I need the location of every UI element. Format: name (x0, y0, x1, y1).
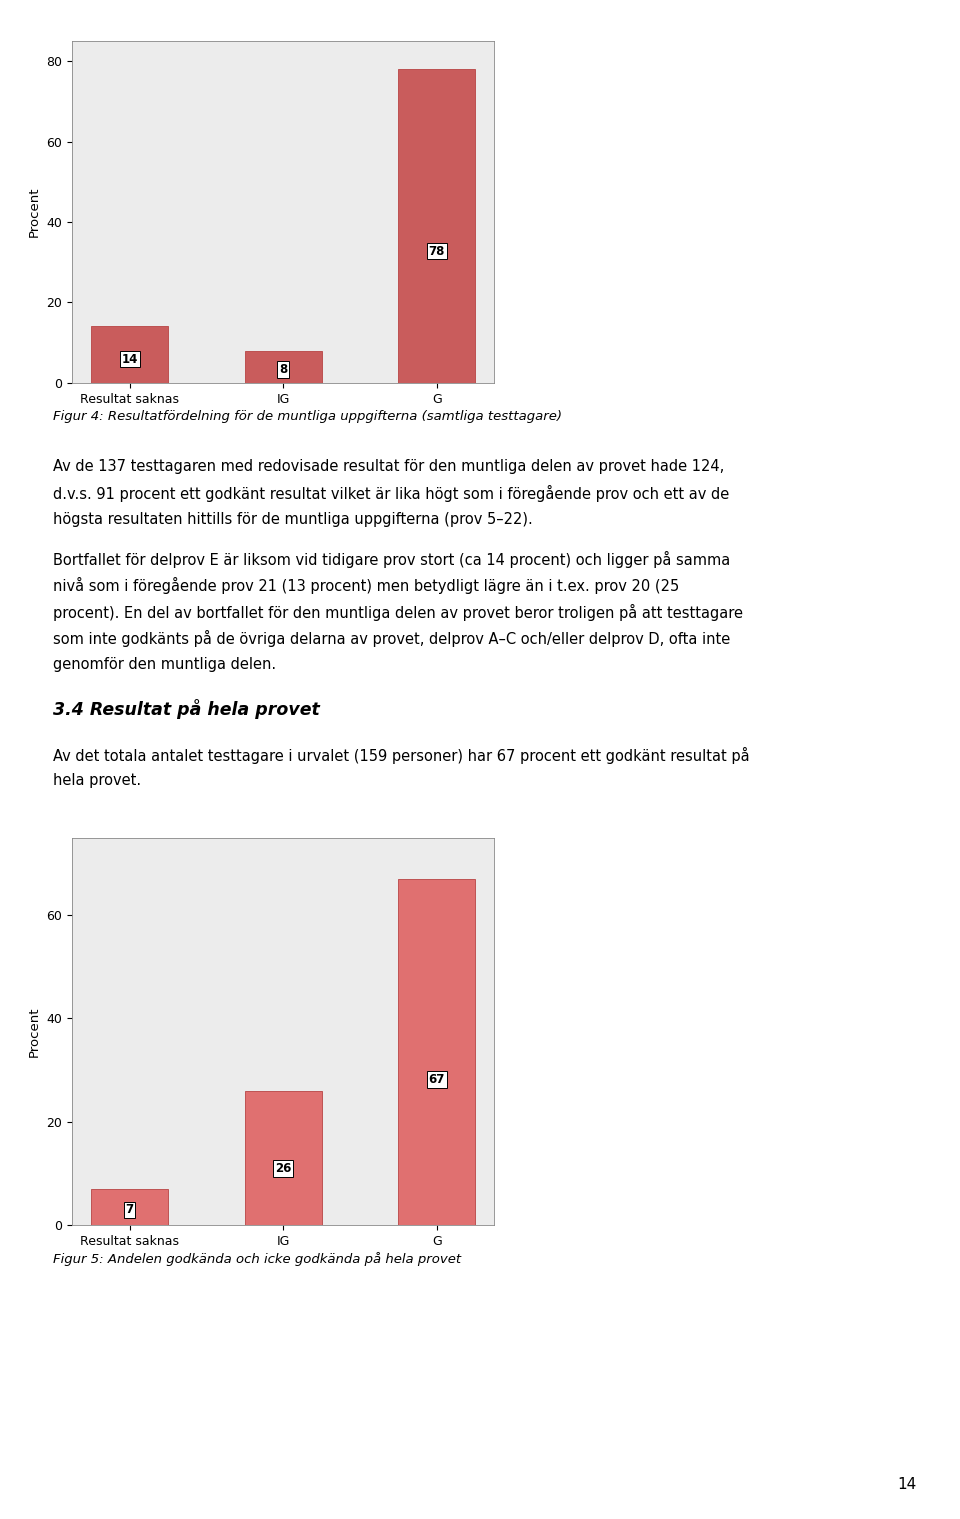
Bar (398, 880, 475, 1224)
Y-axis label: Procent: Procent (28, 1006, 41, 1057)
Text: nivå som i föregående prov 21 (13 procent) men betydligt lägre än i t.ex. prov 2: nivå som i föregående prov 21 (13 procen… (53, 577, 679, 594)
Text: 3.4 Resultat på hela provet: 3.4 Resultat på hela provet (53, 699, 320, 718)
Text: högsta resultaten hittills för de muntliga uppgifterna (prov 5–22).: högsta resultaten hittills för de muntli… (53, 512, 533, 527)
Text: Bortfallet för delprov E är liksom vid tidigare prov stort (ca 14 procent) och l: Bortfallet för delprov E är liksom vid t… (53, 550, 730, 568)
Text: hela provet.: hela provet. (53, 773, 141, 788)
Text: Figur 5: Andelen godkända och icke godkända på hela provet: Figur 5: Andelen godkända och icke godkä… (53, 1252, 461, 1267)
Text: 7: 7 (126, 1203, 133, 1217)
Bar (245, 351, 322, 383)
Y-axis label: Procent: Procent (28, 187, 40, 237)
Bar (398, 70, 475, 383)
Text: Av det totala antalet testtagare i urvalet (159 personer) har 67 procent ett god: Av det totala antalet testtagare i urval… (53, 746, 750, 764)
Text: 14: 14 (121, 352, 138, 366)
Text: 26: 26 (275, 1162, 292, 1176)
Text: d.v.s. 91 procent ett godkänt resultat vilket är lika högt som i föregående prov: d.v.s. 91 procent ett godkänt resultat v… (53, 486, 729, 503)
Text: 14: 14 (898, 1476, 917, 1492)
Text: 67: 67 (428, 1074, 445, 1086)
Text: 8: 8 (279, 363, 287, 375)
Text: 78: 78 (428, 245, 445, 258)
Bar (245, 1091, 322, 1224)
Bar (91, 1189, 168, 1224)
Bar (91, 327, 168, 383)
Text: Av de 137 testtagaren med redovisade resultat för den muntliga delen av provet h: Av de 137 testtagaren med redovisade res… (53, 459, 724, 474)
Text: som inte godkänts på de övriga delarna av provet, delprov A–C och/eller delprov : som inte godkänts på de övriga delarna a… (53, 630, 730, 647)
Text: genomför den muntliga delen.: genomför den muntliga delen. (53, 656, 276, 671)
Text: Figur 4: Resultatfördelning för de muntliga uppgifterna (samtliga testtagare): Figur 4: Resultatfördelning för de muntl… (53, 410, 562, 424)
Text: procent). En del av bortfallet för den muntliga delen av provet beror troligen p: procent). En del av bortfallet för den m… (53, 603, 743, 621)
